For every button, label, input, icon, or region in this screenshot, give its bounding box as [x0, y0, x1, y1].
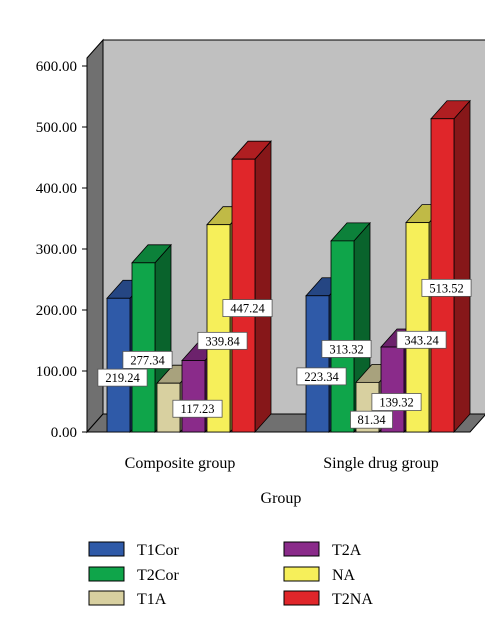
y-tick-label: 500.00: [36, 120, 77, 136]
legend-swatch: [88, 541, 125, 557]
bar-side: [453, 99, 471, 434]
legend-label: T2A: [332, 542, 362, 559]
y-tick-label: 300.00: [36, 242, 77, 258]
data-label: 139.32: [379, 396, 413, 410]
bar-front: [330, 240, 355, 433]
data-label: 313.32: [329, 342, 363, 356]
data-label-box: [172, 399, 223, 418]
legend-label: T2NA: [332, 591, 373, 608]
y-tick-label: 600.00: [36, 59, 77, 75]
x-tick-label: Composite group: [125, 455, 236, 472]
data-label-box: [97, 368, 148, 387]
bar-side: [254, 140, 272, 434]
legend-swatch: [283, 566, 320, 582]
data-label: 117.23: [181, 402, 215, 416]
data-label-box: [122, 351, 173, 369]
bar-front: [405, 222, 430, 433]
data-label-box: [421, 278, 472, 297]
x-axis-title: Group: [261, 490, 302, 507]
data-label: 343.24: [404, 333, 439, 347]
y-tick-label: 400.00: [36, 181, 77, 197]
legend-swatch: [283, 541, 320, 557]
data-label-box: [321, 340, 372, 358]
legend-item: T1A: [88, 590, 167, 608]
legend-item: T2Cor: [88, 566, 179, 584]
legend-item: T2NA: [283, 590, 373, 608]
data-label: 223.34: [304, 370, 339, 384]
data-label: 447.24: [230, 302, 265, 316]
data-label: 277.34: [130, 353, 165, 367]
bar: [430, 99, 471, 434]
legend-swatch: [283, 590, 320, 606]
legend-label: T1A: [137, 591, 167, 608]
legend-label: T1Cor: [137, 542, 179, 559]
bar-front: [305, 295, 330, 433]
legend-label: T2Cor: [137, 567, 179, 584]
bar-front: [131, 262, 156, 433]
data-label: 339.84: [205, 334, 240, 348]
data-label-box: [396, 330, 447, 349]
data-label-box: [197, 331, 248, 350]
data-label-box: [350, 410, 393, 429]
y-tick-label: 200.00: [36, 303, 77, 319]
data-label-box: [222, 299, 273, 317]
data-label: 513.52: [429, 281, 463, 295]
x-tick-label: Single drug group: [323, 455, 439, 472]
legend-label: NA: [332, 567, 356, 584]
legend-item: T2A: [283, 541, 362, 559]
data-label-box: [296, 367, 347, 386]
bar-front: [231, 158, 256, 433]
y-tick-label: 100.00: [36, 364, 77, 380]
data-label-box: [371, 393, 422, 411]
bar-front: [181, 360, 206, 433]
data-label: 81.34: [357, 413, 386, 427]
bar-front: [430, 118, 455, 433]
legend-item: T1Cor: [88, 541, 179, 559]
y-tick-label: 0.00: [51, 425, 77, 441]
data-label: 219.24: [105, 371, 140, 385]
legend-item: NA: [283, 566, 356, 584]
legend-swatch: [88, 590, 125, 606]
legend-swatch: [88, 566, 125, 582]
bar-front: [206, 224, 231, 433]
bar: [231, 140, 272, 434]
